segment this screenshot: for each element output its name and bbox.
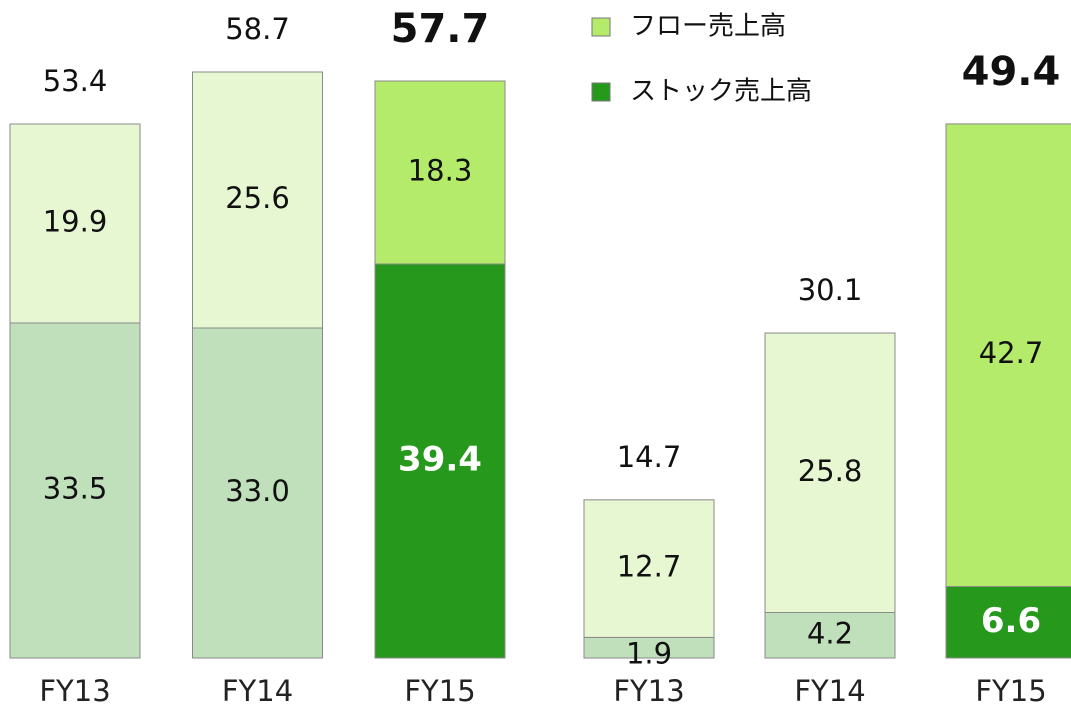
- total-label: 49.4: [962, 49, 1061, 95]
- value-label: 33.5: [43, 472, 108, 506]
- total-label: 14.7: [617, 440, 682, 474]
- value-label: 19.9: [43, 205, 108, 239]
- bar-segment: [9, 322, 141, 659]
- bar-segment: [9, 123, 141, 324]
- x-tick-label: FY14: [222, 674, 293, 708]
- legend-label: フロー売上高: [630, 12, 786, 42]
- value-label: 39.4: [398, 440, 482, 480]
- value-label: 42.7: [979, 336, 1044, 370]
- bar-segment: [374, 263, 506, 659]
- total-label: 57.7: [391, 6, 490, 52]
- value-label: 25.6: [225, 181, 290, 215]
- value-label: 4.2: [807, 616, 853, 650]
- total-label: 30.1: [798, 273, 863, 307]
- value-label: 1.9: [626, 637, 672, 671]
- total-label: 58.7: [225, 12, 290, 46]
- x-tick-label: FY13: [39, 674, 110, 708]
- value-label: 6.6: [981, 601, 1041, 641]
- value-label: 12.7: [617, 550, 682, 584]
- value-label: 25.8: [798, 454, 863, 488]
- x-tick-label: FY15: [404, 674, 475, 708]
- bar-segment: [945, 586, 1071, 659]
- bar-segment: [945, 123, 1071, 588]
- bar-segment: [374, 80, 506, 265]
- legend-label: ストック売上高: [630, 77, 812, 107]
- total-label: 53.4: [43, 64, 108, 98]
- x-tick-label: FY13: [613, 674, 684, 708]
- value-label: 18.3: [408, 154, 473, 188]
- bar-segment: [192, 71, 323, 329]
- x-tick-label: FY14: [794, 674, 865, 708]
- value-label: 33.0: [225, 474, 290, 508]
- x-tick-label: FY15: [975, 674, 1046, 708]
- bar-segment: [764, 612, 896, 659]
- bar-segment: [764, 332, 896, 613]
- legend-swatch: [591, 82, 611, 102]
- bar-segment: [583, 499, 715, 638]
- legend-swatch: [591, 17, 611, 37]
